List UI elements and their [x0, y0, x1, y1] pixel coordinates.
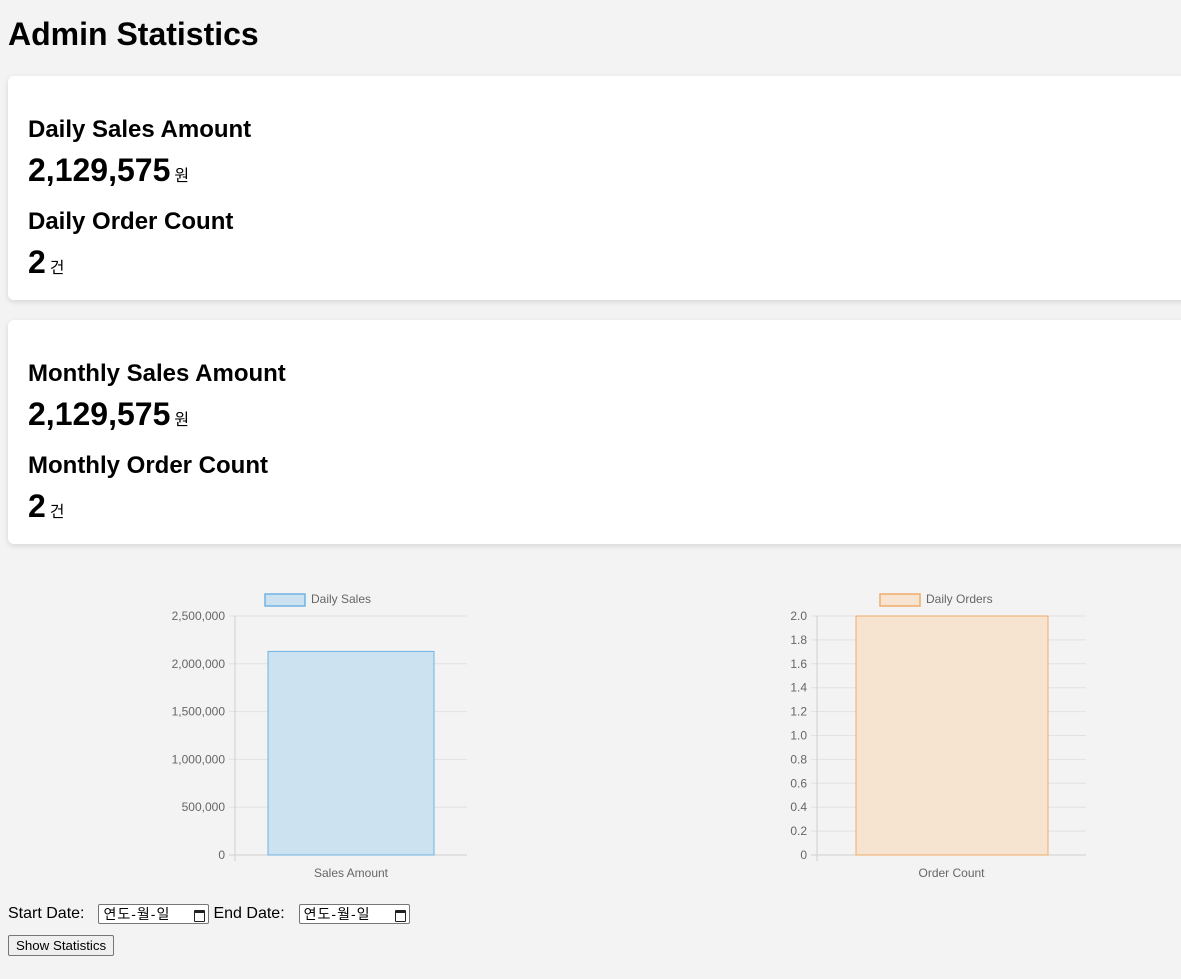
daily-sales-unit: 원 — [174, 168, 190, 185]
monthly-sales-amount: 2,129,575 — [28, 396, 171, 432]
daily-sales-value: 2,129,575 원 — [28, 152, 189, 195]
legend-label: Daily Orders — [926, 592, 993, 606]
monthly-orders-count: 2 — [28, 488, 46, 524]
daily-orders-unit: 건 — [49, 260, 65, 277]
monthly-sales-value: 2,129,575 원 — [28, 396, 189, 439]
date-filter: Start Date: 연도-월-일 End Date: 연도-월-일 — [8, 902, 414, 926]
bar — [267, 650, 435, 856]
end-date-label: End Date: — [213, 905, 285, 922]
monthly-sales-label: Monthly Sales Amount — [28, 360, 286, 387]
y-tick-label: 1.6 — [790, 657, 807, 671]
y-tick-label: 0 — [800, 848, 807, 862]
y-tick-label: 0.2 — [790, 824, 807, 838]
start-date-label: Start Date: — [8, 905, 85, 922]
show-statistics-button[interactable]: Show Statistics — [8, 935, 115, 956]
start-date-input[interactable]: 연도-월-일 — [98, 904, 210, 924]
calendar-icon[interactable] — [194, 909, 206, 922]
calendar-icon[interactable] — [394, 909, 406, 922]
legend-label: Daily Sales — [311, 592, 371, 606]
daily-orders-chart-svg: Daily Orders 0 0.2 0.4 0.6 0.8 1.0 1.2 1.4 1.6 1.8… — [790, 592, 1086, 880]
daily-sales-chart: Daily Sales 0 500,000 1,000,000 1,500,000 2,0… — [140, 580, 480, 895]
legend-swatch — [879, 593, 921, 607]
end-date-input[interactable]: 연도-월-일 — [298, 904, 410, 924]
daily-orders-chart: Daily Orders 0 0.2 0.4 0.6 0.8 1.0 1.2 1.4 1.6 1.8… — [760, 580, 1100, 895]
daily-stats-card: Daily Sales Amount 2,129,575 원 Daily Orde… — [8, 76, 1181, 300]
monthly-orders-label: Monthly Order Count — [28, 452, 268, 479]
daily-sales-amount: 2,129,575 — [28, 152, 171, 188]
end-date-placeholder: 연도-월-일 — [303, 906, 371, 922]
legend-swatch — [264, 593, 306, 607]
y-tick-label: 0.4 — [790, 800, 807, 814]
start-date-placeholder: 연도-월-일 — [103, 906, 171, 922]
y-tick-label: 2,000,000 — [172, 657, 226, 671]
daily-orders-label: Daily Order Count — [28, 208, 234, 235]
monthly-stats-card: Monthly Sales Amount 2,129,575 원 Monthly … — [8, 320, 1181, 544]
x-tick-label: Order Count — [918, 866, 985, 880]
daily-sales-chart-svg: Daily Sales 0 500,000 1,000,000 1,500,000 2,0… — [172, 592, 467, 880]
daily-sales-label: Daily Sales Amount — [28, 116, 252, 143]
y-tick-label: 2,500,000 — [172, 609, 226, 623]
y-tick-label: 1.0 — [790, 729, 807, 743]
y-tick-label: 1,000,000 — [172, 752, 226, 766]
y-tick-label: 0.6 — [790, 776, 807, 790]
monthly-orders-unit: 건 — [49, 504, 65, 521]
page-title: Admin Statistics — [8, 16, 259, 52]
x-tick-label: Sales Amount — [314, 866, 389, 880]
y-tick-label: 1.2 — [790, 705, 807, 719]
y-tick-label: 500,000 — [182, 800, 226, 814]
y-tick-label: 1.4 — [790, 681, 807, 695]
y-tick-label: 2.0 — [790, 609, 807, 623]
y-tick-label: 1,500,000 — [172, 705, 226, 719]
y-tick-label: 1.8 — [790, 633, 807, 647]
y-tick-label: 0 — [218, 848, 225, 862]
bar — [855, 615, 1049, 856]
daily-orders-count: 2 — [28, 244, 46, 280]
monthly-sales-unit: 원 — [174, 412, 190, 429]
y-tick-label: 0.8 — [790, 752, 807, 766]
